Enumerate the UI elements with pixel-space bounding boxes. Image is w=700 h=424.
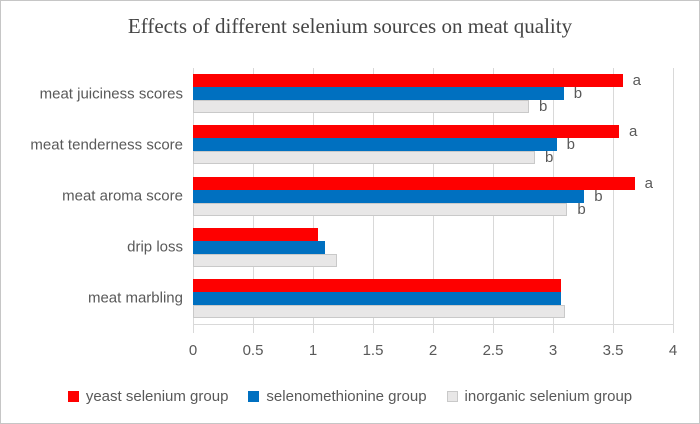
x-axis-tick	[373, 324, 374, 333]
significance-letter: b	[566, 136, 575, 154]
x-axis-tick	[253, 324, 254, 333]
x-tick-label: 3.5	[602, 342, 624, 359]
bar-inorganic-2	[193, 151, 535, 165]
chart-title: Effects of different selenium sources on…	[127, 14, 573, 38]
y-category-label: meat tenderness score	[30, 136, 183, 154]
significance-letter: a	[632, 72, 641, 90]
bar-selenomethionine-3	[193, 189, 585, 203]
y-category-label: meat marbling	[87, 289, 183, 307]
bar-selenomethionine-5	[193, 291, 562, 305]
legend-item: yeast selenium group	[67, 388, 229, 405]
significance-letter: a	[629, 123, 638, 141]
x-axis-tick	[493, 324, 494, 333]
x-axis-tick	[553, 324, 554, 333]
bar-yeast-1	[193, 74, 623, 88]
bar-selenomethionine-2	[193, 138, 557, 152]
significance-letter: b	[539, 98, 548, 116]
significance-letter: a	[644, 174, 653, 192]
legend-item: selenomethionine group	[248, 388, 427, 405]
bar-yeast-3	[193, 176, 635, 190]
x-axis-tick	[673, 324, 674, 333]
x-axis-tick	[313, 324, 314, 333]
bar-yeast-2	[193, 125, 619, 139]
x-tick-label: 4	[668, 342, 678, 359]
gridline	[613, 68, 614, 324]
x-tick-label: 2	[428, 342, 438, 359]
bar-inorganic-4	[193, 253, 337, 267]
bar-inorganic-5	[193, 304, 565, 318]
legend-label: yeast selenium group	[85, 388, 229, 405]
legend-label: inorganic selenium group	[464, 388, 633, 405]
bar-yeast-4	[193, 227, 318, 241]
legend-item: inorganic selenium group	[446, 388, 633, 405]
legend: yeast selenium group selenomethionine gro…	[1, 388, 699, 405]
bar-inorganic-1	[193, 100, 529, 114]
y-category-label: meat juiciness scores	[39, 85, 183, 103]
significance-letter: b	[573, 85, 583, 103]
gridline	[673, 68, 674, 324]
bar-yeast-5	[193, 278, 562, 292]
significance-letter: b	[577, 200, 586, 218]
x-tick-label: 1	[308, 342, 318, 359]
significance-letter: b	[594, 187, 603, 205]
y-category-label: drip loss	[127, 238, 183, 256]
bar-selenomethionine-4	[193, 240, 325, 254]
x-tick-label: 2.5	[482, 342, 504, 359]
bar-inorganic-3	[193, 202, 568, 216]
legend-label: selenomethionine group	[266, 388, 427, 405]
y-category-label: meat aroma score	[62, 187, 183, 205]
legend-swatch-icon	[446, 391, 458, 402]
significance-letter: b	[545, 149, 554, 167]
x-tick-label: 0.5	[242, 342, 264, 359]
x-tick-label: 3	[548, 342, 558, 359]
x-tick-label: 0	[188, 342, 198, 359]
bar-selenomethionine-1	[193, 87, 564, 101]
x-tick-label: 1.5	[362, 342, 384, 359]
legend-swatch-icon	[67, 391, 79, 402]
legend-swatch-icon	[248, 391, 260, 402]
x-axis-tick	[193, 324, 194, 333]
x-axis-tick	[613, 324, 614, 333]
x-axis-tick	[433, 324, 434, 333]
